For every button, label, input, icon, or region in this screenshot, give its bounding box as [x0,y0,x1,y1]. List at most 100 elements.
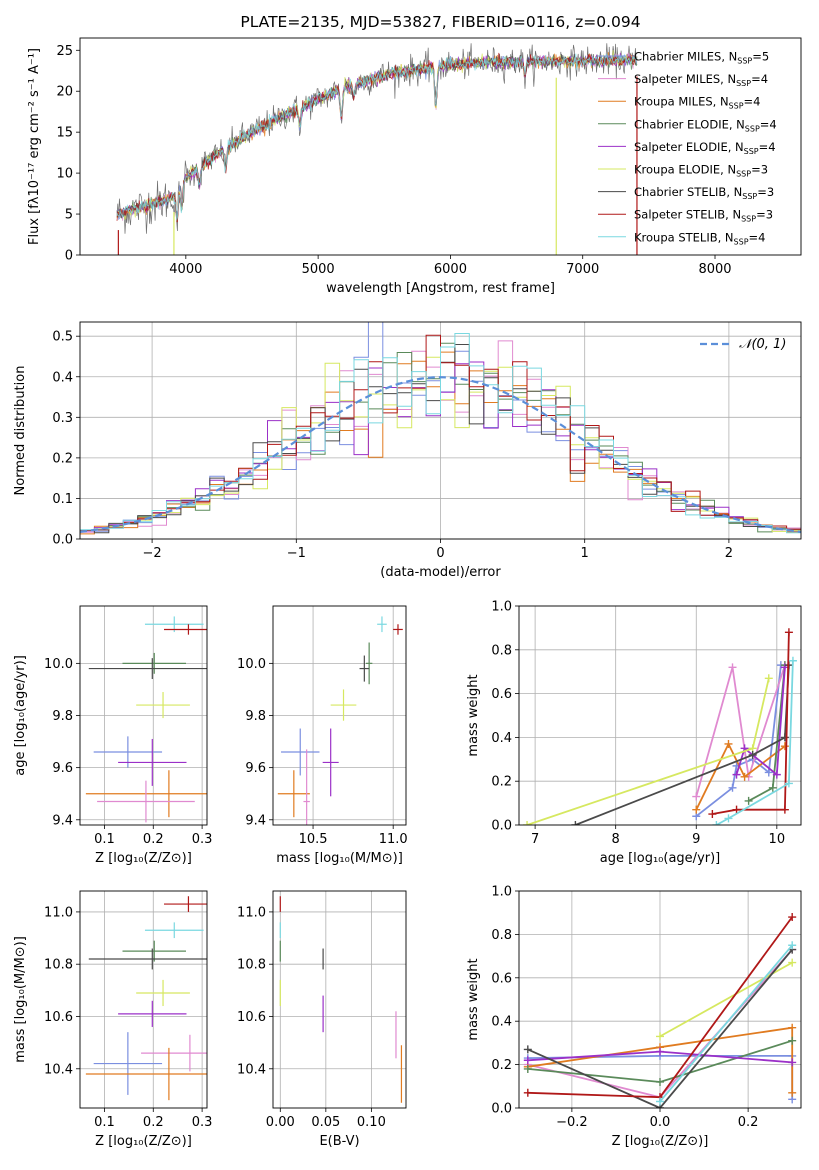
weight-marker [656,1077,664,1086]
axes-frame [79,890,208,1109]
weight-line-salpeter_elodie [735,667,786,777]
weight-marker [692,792,701,801]
y-tick-label: 10.6 [237,1010,266,1025]
axes-frame [272,605,407,826]
legend-entry: Chabrier ELODIE, NSSP=4 [634,117,777,133]
legend-entry: Kroupa MILES, NSSP=4 [634,95,760,111]
weight-marker [788,1036,797,1045]
y-tick-label: 10.0 [237,657,266,672]
weight-marker [788,1088,797,1097]
weight-marker [656,1047,664,1056]
x-tick-label: 0.2 [143,832,164,847]
x-tick-label: 10.5 [299,832,328,847]
x-axis-label: Z [log₁₀(Z/Z⊙)] [95,1134,192,1149]
legend-entry: Salpeter MILES, NSSP=4 [634,72,768,88]
weight-marker [784,779,793,788]
normal-curve [80,376,801,533]
panel-mass_vs_EBV: 0.00 0.05 0.10 10.4 10.6 10.8 11.0 E(B-V) [237,890,407,1149]
chart-title: PLATE=2135, MJD=53827, FIBERID=0116, z=0… [240,13,640,31]
y-tick-label: 0 [65,249,73,264]
x-tick-label: 0 [436,546,444,561]
x-tick-label: −1 [287,546,306,561]
x-axis-label: wavelength [Angstrom, rest frame] [326,281,555,296]
legend-entry: 𝒩(0, 1) [739,337,786,352]
panel-age_vs_mass: 10.5 11.0 9.4 9.6 9.8 10.0 mass [log₁₀(M/M⊙)] [237,605,408,866]
weight-line-kroupa_stelib [659,944,793,1103]
panel-residuals: −2 −1 0 1 2 0.0 0.1 0.2 0.3 0.4 0.5 (data-model)/er… [13,321,802,580]
y-tick-label: 15 [56,126,73,141]
y-axis-label: Flux [fλ10⁻¹⁷ erg cm⁻² s⁻¹ A⁻¹] [27,48,42,245]
weight-marker [780,805,789,814]
plot-area-residuals [80,322,801,535]
weight-line-chabrier_miles [695,664,782,817]
y-tick-label: 0.4 [491,1015,512,1030]
weight-marker [784,628,793,637]
weight-marker [708,810,717,819]
axes-frame [518,605,802,826]
x-axis-label: (data-model)/error [380,565,501,580]
x-tick-label: 9 [692,832,700,847]
axes-frame [272,890,407,1109]
weight-marker [740,772,749,781]
plot-area-spectrum [116,43,638,255]
y-tick-label: 0.2 [52,451,73,466]
spectrum-data-line [116,43,638,234]
x-tick-label: 0.3 [192,1115,213,1130]
x-tick-label: 0.05 [311,1115,340,1130]
legend-entry: Chabrier MILES, NSSP=5 [634,50,769,66]
axes-frame [518,890,802,1109]
y-tick-label: 0.6 [491,971,512,986]
weight-marker [724,739,733,748]
weight-marker [656,1097,664,1106]
weight-marker [788,656,797,665]
y-tick-label: 9.4 [245,813,266,828]
y-tick-label: 5 [65,208,73,223]
panel-mass_weight_vs_age: 7 8 9 10 0.0 0.2 0.4 0.6 0.8 1.0 age [log₁₀(age/yr… [466,600,802,866]
x-tick-label: 0.1 [94,832,115,847]
axes-frame [79,37,802,256]
y-tick-label: 10 [56,167,73,182]
x-axis-label: age [log₁₀(age/yr)] [600,851,721,866]
x-tick-label: 11.0 [379,832,408,847]
x-tick-label: 5000 [302,262,335,277]
y-tick-label: 11.0 [237,905,266,920]
legend-entry: Chabrier STELIB, NSSP=3 [634,185,774,201]
y-axis-label: mass weight [466,958,481,1040]
weight-marker [523,1045,532,1054]
legend-entry: Salpeter STELIB, NSSP=3 [634,208,773,224]
y-tick-label: 10.0 [44,657,73,672]
weight-marker [523,1056,532,1065]
x-tick-label: 0.2 [143,1115,164,1130]
x-tick-label: −2 [143,546,162,561]
weight-marker [523,1064,532,1073]
y-tick-label: 20 [56,85,73,100]
weight-marker [728,783,737,792]
y-tick-label: 10.8 [237,958,266,973]
legend-entry: Kroupa ELODIE, NSSP=3 [634,163,768,179]
x-tick-label: 4000 [169,262,202,277]
y-tick-label: 0.8 [491,643,512,658]
x-tick-label: 1 [581,546,589,561]
hist-kroupa_stelib [80,333,801,534]
y-tick-label: 10.4 [44,1062,73,1077]
y-tick-label: 0.2 [491,1058,512,1073]
axes-frame [79,321,802,540]
y-tick-label: 0.1 [52,492,73,507]
y-axis-label: mass weight [466,674,481,756]
y-tick-label: 0.4 [491,731,512,746]
x-tick-label: 8 [612,832,620,847]
y-tick-label: 9.6 [52,761,73,776]
panel-age_vs_Z: 0.1 0.2 0.3 9.4 9.6 9.8 10.0 Z [log₁₀(Z/Z⊙)] age… [13,605,212,866]
weight-marker [780,742,789,751]
y-tick-label: 9.8 [245,709,266,724]
x-tick-label: 6000 [434,262,467,277]
x-axis-label: E(B-V) [319,1134,359,1149]
weight-marker [772,770,781,779]
x-tick-label: −0.2 [556,1115,588,1130]
y-tick-label: 9.8 [52,709,73,724]
y-tick-label: 0.4 [52,370,73,385]
y-tick-label: 10.6 [44,1010,73,1025]
y-tick-label: 9.6 [245,761,266,776]
x-tick-label: 7 [531,832,539,847]
